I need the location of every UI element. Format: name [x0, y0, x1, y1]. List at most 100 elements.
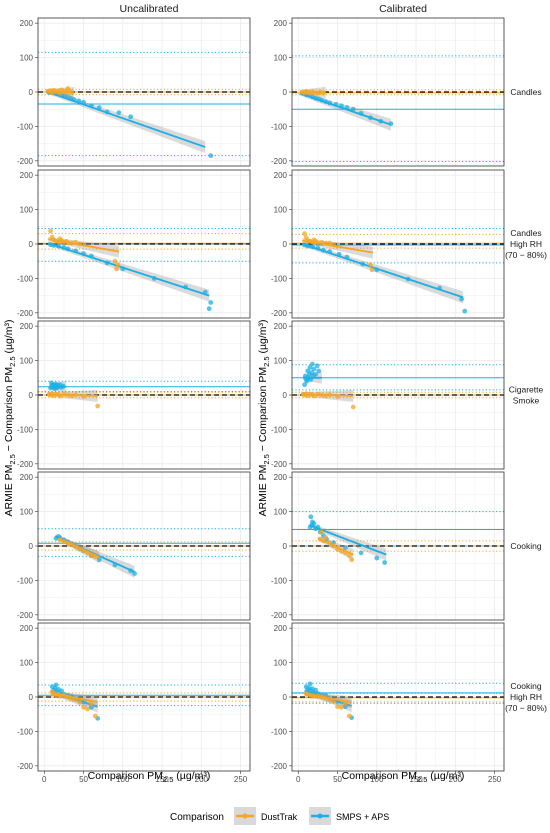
y-tick-label: 0: [283, 88, 288, 97]
smps-data-point: [342, 704, 348, 710]
dusttrak-data-point: [81, 704, 86, 710]
smps-regression-line: [47, 242, 210, 297]
smps-data-point: [96, 557, 102, 563]
y-tick-label: 100: [274, 54, 288, 63]
smps-data-point: [313, 687, 318, 693]
dusttrak-regression-line: [302, 239, 374, 254]
y-tick-label: 100: [20, 357, 34, 366]
smps-data-point: [116, 110, 122, 116]
panel-calibrated-row-4: [292, 472, 504, 620]
y-tick-label: 200: [20, 473, 34, 482]
x-tick-label: 100: [116, 775, 130, 784]
y-axis-label-sub: 2.5: [8, 454, 17, 464]
row-label-5: High RH: [510, 692, 542, 702]
smps-data-point: [374, 555, 380, 561]
dusttrak-regression-line: [317, 537, 354, 556]
panel-grid: -200 -100 0 100 200 -200 -100 0 100 200 Candles -20…: [17, 17, 547, 784]
smps-data-point: [342, 545, 348, 551]
y-tick-label: -100: [271, 274, 288, 283]
y-axis-label-right-column: ARMIE PM2.5 − Comparison PM2.5 (µg/m³): [257, 319, 271, 516]
smps-data-point: [132, 571, 137, 576]
y-tick-label: 200: [20, 19, 34, 28]
dusttrak-data-point: [339, 704, 344, 710]
dusttrak-data-point: [48, 228, 53, 234]
smps-data-point: [208, 153, 214, 159]
dusttrak-data-point: [114, 266, 119, 272]
smps-regression-line: [299, 92, 392, 126]
row-label-2: (70 − 80%): [505, 250, 547, 260]
panel-uncalibrated-row-1: [38, 18, 250, 166]
y-tick-label: 200: [274, 19, 288, 28]
y-tick-label: -100: [17, 274, 34, 283]
dusttrak-data-point: [369, 267, 375, 273]
legend: Comparison DustTrak SMPS + APS: [170, 807, 389, 825]
y-tick-label: -100: [271, 576, 288, 585]
y-tick-label: -100: [271, 122, 288, 131]
x-axis-label-left: Comparison PM2.5 (µg/m³): [88, 770, 211, 784]
panel-uncalibrated-row-4: [38, 472, 250, 620]
smps-data-point: [313, 371, 318, 377]
y-tick-label: -200: [271, 157, 288, 166]
x-tick-label: 50: [79, 775, 88, 784]
smps-data-point: [308, 514, 314, 520]
row-label-1: Candles: [510, 87, 541, 97]
smps-data-point: [358, 550, 364, 556]
y-tick-label: 100: [274, 659, 288, 668]
y-tick-label: 100: [274, 508, 288, 517]
smps-regression-line: [301, 243, 464, 299]
y-axis-label: ARMIE PM2.5 − Comparison PM2.5 (µg/m³): [3, 319, 17, 516]
y-tick-label: 200: [274, 171, 288, 180]
y-tick-label: -200: [271, 309, 288, 318]
y-tick-label: -200: [17, 460, 34, 469]
y-tick-label: 0: [283, 240, 288, 249]
legend-item-dusttrak: DustTrak: [234, 807, 298, 825]
dusttrak-data-point: [349, 557, 355, 563]
y-tick-label: -200: [17, 762, 34, 771]
panel-uncalibrated-row-3: [38, 321, 250, 469]
dusttrak-data-point: [95, 403, 101, 409]
smps-data-point: [59, 688, 64, 694]
smps-data-point: [128, 114, 134, 120]
x-tick-label: 200: [195, 775, 209, 784]
smps-data-point: [307, 365, 313, 370]
smps-data-point: [88, 704, 94, 710]
dusttrak-regression-line: [304, 693, 352, 704]
dusttrak-data-point: [88, 701, 94, 707]
dusttrak-regression-line: [58, 537, 100, 558]
legend-item-smps: SMPS + APS: [309, 807, 389, 825]
smps-data-point: [206, 306, 212, 312]
y-tick-label: 100: [274, 206, 288, 215]
dusttrak-data-point: [77, 699, 83, 705]
row-label-3: Smoke: [513, 396, 540, 406]
y-tick-label: -200: [17, 157, 34, 166]
x-tick-label: 0: [296, 775, 301, 784]
y-tick-label: 100: [20, 206, 34, 215]
y-axis-label-mid: − Comparison PM: [3, 367, 15, 454]
y-tick-label: 0: [29, 693, 34, 702]
legend-label-dusttrak: DustTrak: [261, 812, 298, 822]
y-tick-label: 200: [20, 171, 34, 180]
y-tick-label: -200: [271, 460, 288, 469]
y-tick-label: 100: [20, 508, 34, 517]
y-tick-label: -200: [17, 611, 34, 620]
x-tick-label: 100: [370, 775, 384, 784]
smps-data-point: [53, 682, 59, 688]
dusttrak-regression-line: [301, 393, 354, 397]
dusttrak-regression-line: [50, 691, 98, 704]
y-tick-label: -200: [17, 309, 34, 318]
y-tick-label: 200: [20, 624, 34, 633]
row-label-5: (70 − 80%): [505, 703, 547, 713]
x-tick-label: 150: [409, 775, 423, 784]
column-label-calibrated: Calibrated: [379, 3, 427, 15]
column-label-uncalibrated: Uncalibrated: [120, 3, 179, 15]
y-tick-label: 100: [20, 659, 34, 668]
y-tick-label: 100: [274, 357, 288, 366]
x-tick-label: 0: [42, 775, 47, 784]
y-tick-label: -100: [17, 122, 34, 131]
x-tick-label: 250: [234, 775, 248, 784]
row-label-5: Cooking: [510, 681, 541, 691]
y-tick-label: -100: [271, 425, 288, 434]
dusttrak-data-point: [368, 262, 373, 268]
legend-title: Comparison: [170, 812, 224, 823]
y-tick-label: -200: [271, 762, 288, 771]
